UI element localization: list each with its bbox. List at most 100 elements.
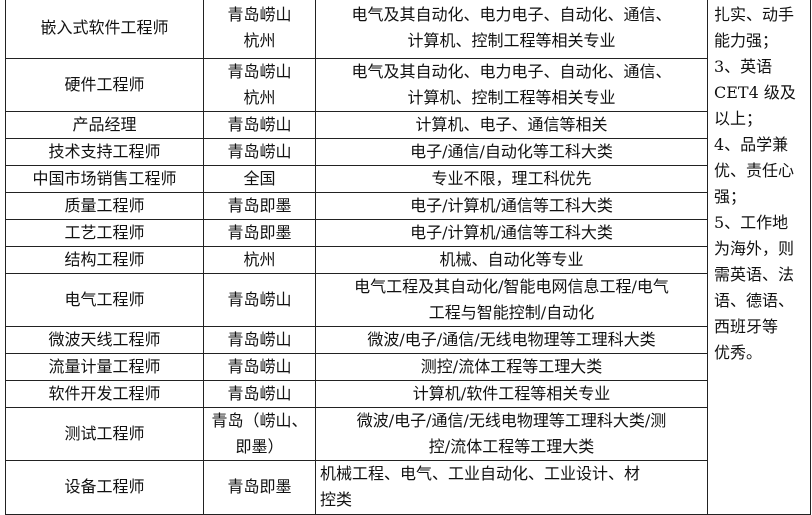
major-cell: 电子/计算机/通信等工科大类 [315,218,708,247]
position-cell: 产品经理 [5,110,204,139]
requirements-note-line: 语、德语、 [714,291,795,310]
major-line: 电气工程及其自动化/智能电网信息工程/电气 [354,276,669,296]
requirements-note-line: 需英语、法 [714,265,795,284]
major-line: 工程与智能控制/自动化 [428,302,595,322]
major-cell: 微波/电子/通信/无线电物理等工理科大类 [315,325,708,354]
position-cell: 嵌入式软件工程师 [5,0,204,59]
location-cell: 青岛（崂山、 即墨） [203,406,316,461]
table-row: 嵌入式软件工程师 青岛崂山 杭州 电气及其自动化、电力电子、自动化、通信、 计算机、控制… [5,0,811,515]
location-line: 青岛崂山 [227,356,292,376]
requirements-note-line: 4、品学兼 [714,135,789,154]
requirements-note-cell: 扎实、动手能力强； 3、英语 CET4 级及 以上； 4、品学兼优、责任心强； 5、工作地… [707,0,811,515]
requirements-note-line: 优、责任心 [714,161,795,180]
major-cell: 电气及其自动化、电力电子、自动化、通信、 计算机、控制工程等相关专业 [315,0,708,59]
location-cell: 青岛崂山 [203,352,316,381]
requirements-note-line: 以上； [714,109,763,128]
position-cell: 技术支持工程师 [5,137,204,166]
location-line: 全国 [243,168,276,188]
location-line: 青岛崂山 [227,141,292,161]
major-line: 控/流体工程等工理大类 [428,436,595,456]
location-line: 杭州 [243,249,276,269]
location-cell: 青岛即墨 [203,191,316,220]
table-row: 工艺工程师 青岛即墨 电子/计算机/通信等工科大类 [5,218,811,247]
table-row: 技术支持工程师 青岛崂山 电子/通信/自动化等工科大类 [5,137,811,166]
major-cell: 微波/电子/通信/无线电物理等工理科大类/测 控/流体工程等工理大类 [315,406,708,461]
location-cell: 青岛即墨 [203,218,316,247]
location-line: 杭州 [243,30,276,50]
position-cell: 设备工程师 [5,459,204,515]
major-line: 计算机、控制工程等相关专业 [407,87,616,107]
table-row: 软件开发工程师 青岛崂山 计算机/软件工程等相关专业 [5,379,811,408]
location-line: 杭州 [243,87,276,107]
major-cell: 计算机、电子、通信等相关 [315,110,708,139]
location-cell: 青岛崂山 [203,325,316,354]
requirements-note-line: 扎实、动手 [714,5,795,24]
requirements-note-line: CET4 级及 [714,83,796,102]
location-line: 青岛崂山 [227,4,292,24]
major-line: 电气及其自动化、电力电子、自动化、通信、 [351,4,672,24]
job-requirements-table: 嵌入式软件工程师 青岛崂山 杭州 电气及其自动化、电力电子、自动化、通信、 计算机、控制… [5,0,811,515]
position-cell: 电气工程师 [5,272,204,327]
major-line: 微波/电子/通信/无线电物理等工理科大类 [367,329,656,349]
table-row: 电气工程师 青岛崂山 电气工程及其自动化/智能电网信息工程/电气 工程与智能控制/自动… [5,272,811,327]
major-line: 测控/流体工程等工理大类 [420,356,603,376]
major-cell: 计算机/软件工程等相关专业 [315,379,708,408]
table-row: 流量计量工程师 青岛崂山 测控/流体工程等工理大类 [5,352,811,381]
position-cell: 硬件工程师 [5,57,204,112]
position-cell: 测试工程师 [5,406,204,461]
location-cell: 全国 [203,164,316,193]
requirements-note-line: 5、工作地 [714,213,789,232]
requirements-note-line: 3、英语 [714,57,773,76]
position-cell: 工艺工程师 [5,218,204,247]
location-line: 青岛崂山 [227,114,292,134]
major-line: 电子/计算机/通信等工科大类 [410,222,613,242]
requirements-note-line: 强； [714,187,747,206]
position-cell: 流量计量工程师 [5,352,204,381]
location-cell: 青岛崂山 [203,272,316,327]
location-line: 青岛崂山 [227,383,292,403]
position-cell: 软件开发工程师 [5,379,204,408]
major-line: 电子/通信/自动化等工科大类 [410,141,613,161]
major-cell: 测控/流体工程等工理大类 [315,352,708,381]
location-line: 青岛即墨 [227,222,292,242]
requirements-note-line: 能力强； [714,31,779,50]
location-line: 青岛即墨 [227,195,292,215]
position-cell: 结构工程师 [5,245,204,274]
location-cell: 青岛崂山 杭州 [203,57,316,112]
location-cell: 青岛崂山 杭州 [203,0,316,59]
major-line: 计算机、电子、通信等相关 [415,114,608,134]
major-cell: 电子/计算机/通信等工科大类 [315,191,708,220]
major-line: 机械工程、电气、工业自动化、工业设计、材 [320,464,641,483]
location-cell: 青岛即墨 [203,459,316,515]
major-cell: 电气工程及其自动化/智能电网信息工程/电气 工程与智能控制/自动化 [315,272,708,327]
major-line: 专业不限，理工科优先 [431,168,592,188]
major-line: 电子/计算机/通信等工科大类 [410,195,613,215]
location-line: 青岛（崂山、 [211,410,308,430]
location-line: 青岛崂山 [227,289,292,309]
table-row: 测试工程师 青岛（崂山、 即墨） 微波/电子/通信/无线电物理等工理科大类/测 控/流体… [5,406,811,461]
table-row: 中国市场销售工程师 全国 专业不限，理工科优先 [5,164,811,193]
table-row: 设备工程师 青岛即墨 机械工程、电气、工业自动化、工业设计、材 控类 [5,459,811,515]
major-cell: 机械、自动化等专业 [315,245,708,274]
major-cell: 专业不限，理工科优先 [315,164,708,193]
table-row: 产品经理 青岛崂山 计算机、电子、通信等相关 [5,110,811,139]
requirements-note-line: 西班牙等 [714,317,779,336]
table-row: 质量工程师 青岛即墨 电子/计算机/通信等工科大类 [5,191,811,220]
major-line: 计算机、控制工程等相关专业 [407,30,616,50]
requirements-note-line: 为海外，则 [714,239,795,258]
location-line: 青岛崂山 [227,329,292,349]
requirements-note-line: 优秀。 [714,343,763,362]
position-cell: 中国市场销售工程师 [5,164,204,193]
major-line: 机械、自动化等专业 [439,249,584,269]
major-cell: 电气及其自动化、电力电子、自动化、通信、 计算机、控制工程等相关专业 [315,57,708,112]
table-row: 微波天线工程师 青岛崂山 微波/电子/通信/无线电物理等工理科大类 [5,325,811,354]
location-line: 即墨） [235,436,284,456]
location-cell: 青岛崂山 [203,137,316,166]
location-cell: 青岛崂山 [203,110,316,139]
major-cell: 电子/通信/自动化等工科大类 [315,137,708,166]
position-cell: 微波天线工程师 [5,325,204,354]
location-cell: 杭州 [203,245,316,274]
location-line: 青岛崂山 [227,61,292,81]
location-cell: 青岛崂山 [203,379,316,408]
major-line: 电气及其自动化、电力电子、自动化、通信、 [351,61,672,81]
